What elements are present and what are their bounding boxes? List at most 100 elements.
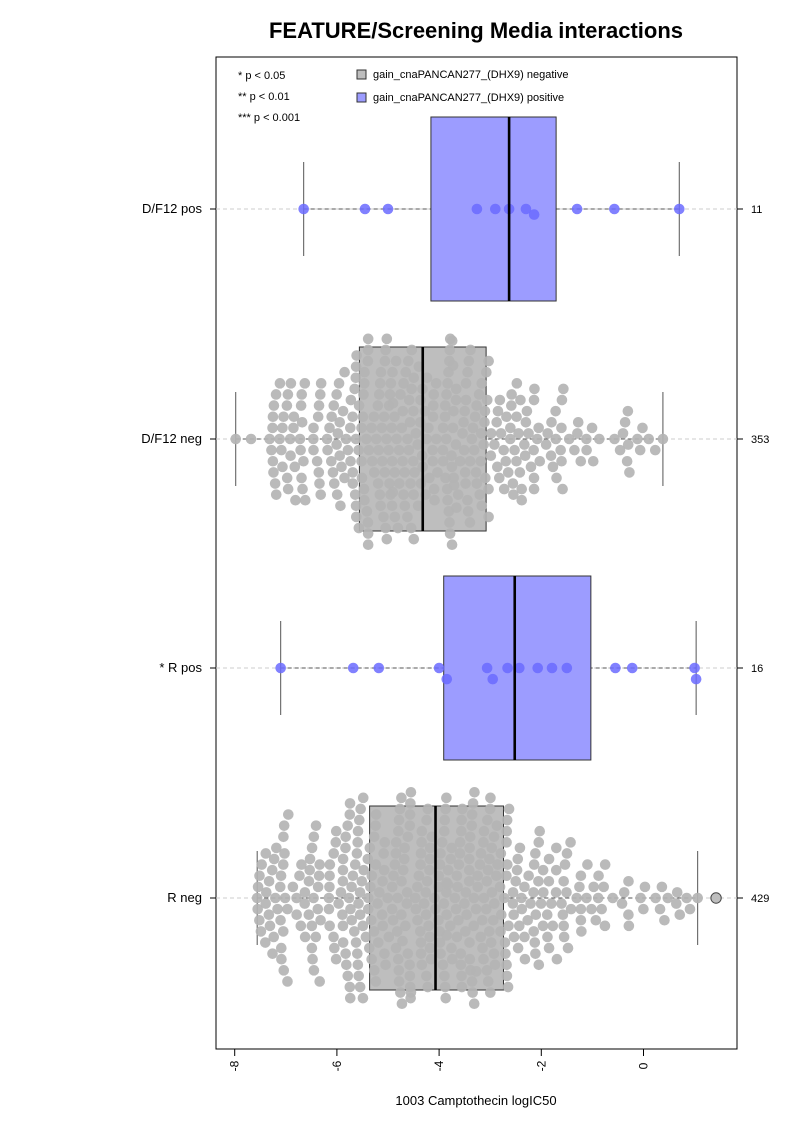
data-point (345, 394, 357, 406)
data-point (295, 400, 307, 411)
data-point (491, 820, 503, 831)
data-point (397, 864, 409, 876)
data-point (512, 853, 524, 865)
data-point (397, 455, 408, 467)
data-point (519, 439, 530, 450)
data-point (543, 853, 555, 865)
data-point (501, 870, 512, 882)
data-point (341, 959, 352, 971)
data-point (356, 876, 368, 887)
data-point (296, 472, 307, 484)
data-point (492, 405, 504, 417)
data-point (282, 903, 293, 915)
data-point (499, 937, 511, 948)
data-point (395, 389, 406, 400)
data-point (442, 879, 454, 890)
data-point (340, 831, 352, 843)
data-point (598, 881, 609, 893)
data-point (488, 948, 500, 959)
x-axis-label: 1003 Camptothecin logIC50 (395, 1093, 556, 1108)
data-point (478, 439, 490, 450)
plot-area: -8 -6 -4 -2 0 D/F12 pos 11 D/F12 neg 353 * R pos 1… (141, 56, 769, 1071)
data-point (474, 489, 486, 500)
data-point (266, 864, 278, 876)
data-point (289, 461, 301, 473)
data-point (458, 444, 470, 456)
data-point (358, 483, 370, 495)
data-point (307, 953, 318, 965)
data-point (444, 517, 455, 528)
data-point (282, 483, 294, 495)
data-point (523, 870, 534, 882)
data-point (547, 461, 559, 473)
data-point (501, 959, 512, 971)
data-point (315, 914, 326, 926)
data-point (463, 876, 475, 887)
data-point (393, 444, 405, 456)
data-point (314, 389, 326, 400)
data-point (534, 455, 546, 467)
data-point (375, 366, 387, 378)
data-point (344, 981, 356, 993)
data-point (396, 909, 407, 920)
data-point (498, 444, 509, 456)
data-point (565, 837, 576, 848)
data-point (392, 522, 404, 534)
data-point (332, 428, 344, 439)
data-point (254, 870, 265, 882)
data-point (551, 472, 562, 484)
data-point (266, 444, 277, 456)
data-point (349, 489, 361, 500)
data-point (528, 444, 539, 456)
data-point (376, 909, 388, 920)
data-point (376, 422, 388, 434)
data-point (425, 953, 437, 965)
data-point (268, 853, 280, 865)
data-point (464, 842, 475, 854)
data-point (464, 831, 476, 843)
data-point (464, 455, 476, 467)
data-point (397, 405, 409, 417)
data-point (308, 892, 319, 904)
data-point (349, 926, 360, 937)
data-point (415, 948, 427, 959)
data-point (354, 814, 365, 826)
data-point (404, 809, 416, 820)
data-point (304, 864, 316, 876)
data-point (346, 881, 357, 893)
data-point (514, 842, 526, 854)
data-point (386, 903, 398, 915)
data-point (405, 786, 417, 798)
data-point (523, 428, 534, 439)
data-point (441, 792, 452, 804)
data-point (486, 887, 498, 898)
data-point (421, 814, 432, 826)
data-point (509, 444, 520, 456)
data-point (264, 433, 275, 445)
data-point (609, 433, 620, 445)
data-point (295, 444, 306, 456)
data-point (569, 444, 580, 456)
data-point (405, 987, 417, 998)
data-point (520, 417, 532, 428)
data-point (466, 820, 478, 831)
data-point (599, 859, 611, 870)
data-point (359, 378, 370, 389)
data-point (507, 887, 519, 898)
data-point (308, 422, 319, 434)
data-point (275, 662, 286, 674)
data-point (410, 428, 422, 439)
data-point (308, 831, 320, 843)
data-point (393, 965, 405, 976)
group-n-label: 11 (751, 204, 762, 216)
data-point (471, 203, 483, 215)
data-point (480, 903, 492, 915)
data-point (586, 422, 598, 434)
data-point (450, 394, 462, 406)
data-point (388, 870, 399, 882)
data-point (541, 909, 553, 920)
data-point (356, 422, 367, 434)
data-point (484, 853, 495, 865)
data-point (444, 920, 456, 932)
